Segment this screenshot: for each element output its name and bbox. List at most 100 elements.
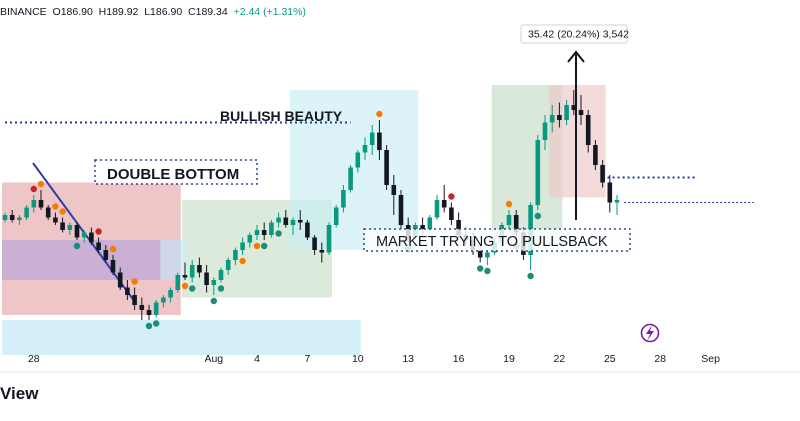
- candle-body: [593, 145, 598, 165]
- signal-dot: [95, 228, 102, 235]
- candle-body: [333, 207, 339, 225]
- candle-body: [161, 297, 166, 303]
- candle-body: [24, 207, 29, 218]
- candle-body: [326, 225, 332, 253]
- measure-arrow: [567, 50, 585, 220]
- candle-body: [513, 215, 519, 233]
- signal-dot: [534, 212, 541, 220]
- candle-body: [377, 132, 382, 150]
- signal-dot: [73, 242, 81, 250]
- exchange-label: BINANCE: [0, 6, 47, 18]
- pullback-label: MARKET TRYING TO PULLSBACK: [376, 234, 608, 250]
- candle-body: [449, 207, 454, 220]
- candle-body: [305, 222, 310, 238]
- candle-body: [211, 280, 217, 285]
- candle-body: [182, 275, 188, 278]
- candle-body: [53, 217, 58, 223]
- candle-body: [132, 295, 137, 305]
- x-tick-label: 28: [28, 353, 40, 365]
- candle-body: [89, 232, 94, 243]
- x-tick-label: 10: [352, 353, 364, 365]
- signal-dots-layer: [30, 110, 541, 330]
- candle-body: [441, 200, 447, 208]
- candle-body: [74, 225, 80, 238]
- x-tick-label: 16: [453, 353, 465, 365]
- x-tick-label: Sep: [701, 353, 720, 365]
- open-value: O186.90: [52, 6, 93, 18]
- candle-body: [31, 200, 37, 208]
- candle-body: [254, 230, 260, 235]
- signal-dot: [275, 230, 282, 237]
- candle-body: [45, 207, 51, 218]
- signal-dot: [217, 285, 225, 292]
- levels-layer: [5, 121, 754, 203]
- x-tick-label: 22: [554, 353, 566, 365]
- brand-text: View: [0, 384, 39, 403]
- candle-body: [204, 272, 209, 285]
- candle-body: [585, 115, 591, 145]
- candle-body: [269, 222, 274, 235]
- candle-body: [341, 190, 346, 208]
- candle-body: [261, 230, 267, 235]
- signal-dot: [181, 282, 189, 290]
- signal-dot: [37, 180, 45, 188]
- signal-dot: [505, 200, 513, 208]
- candle-body: [420, 225, 425, 230]
- bullish-beauty-label: BULLISH BEAUTY: [220, 108, 343, 124]
- lightning-icon[interactable]: [640, 323, 660, 343]
- candle-body: [38, 200, 44, 208]
- signal-dot: [448, 193, 455, 200]
- candle-body: [2, 215, 8, 220]
- x-tick-label: 13: [402, 353, 414, 365]
- candle-body: [168, 290, 173, 298]
- candle-body: [283, 217, 289, 225]
- zones-layer: [2, 85, 606, 355]
- candle-body: [578, 110, 584, 115]
- zone-cyan-base: [2, 320, 361, 355]
- candle-body: [506, 215, 512, 225]
- signal-dot: [261, 242, 268, 250]
- candle-body: [110, 260, 116, 273]
- candle-body: [355, 152, 361, 168]
- candle-body: [96, 242, 101, 250]
- measure-text: 35.42 (20.24%) 3,542: [528, 29, 629, 41]
- candle-body: [233, 250, 238, 260]
- candle-body: [571, 105, 577, 110]
- signal-dot: [527, 272, 534, 280]
- candle-body: [247, 235, 253, 243]
- signal-dot: [477, 265, 484, 272]
- candle-body: [125, 287, 130, 295]
- candle-body: [290, 220, 296, 225]
- candle-body: [139, 305, 145, 310]
- candle-body: [456, 220, 461, 235]
- signal-dot: [131, 278, 138, 285]
- candle-body: [564, 105, 569, 120]
- x-tick-label: 19: [503, 353, 515, 365]
- candle-body: [348, 167, 353, 190]
- close-value: C189.34: [188, 6, 228, 18]
- high-value: H189.92: [98, 6, 139, 18]
- x-tick-label: Aug: [204, 353, 223, 365]
- candle-body: [60, 222, 65, 230]
- signal-dot: [210, 297, 217, 305]
- ohlc-header: BINANCE O186.90 H189.92 L186.90 C189.34 …: [0, 6, 306, 18]
- signal-dot: [30, 185, 37, 193]
- candle-body: [319, 250, 325, 253]
- candle-body: [549, 115, 555, 123]
- candle-body: [9, 215, 15, 220]
- zone-cyan-small: [160, 240, 188, 280]
- candle-body: [391, 185, 397, 195]
- candle-body: [607, 182, 613, 203]
- x-tick-label: 28: [654, 353, 666, 365]
- candle-body: [535, 140, 541, 205]
- change-value: +2.44 (+1.31%): [233, 6, 306, 18]
- low-value: L186.90: [144, 6, 183, 18]
- candle-body: [240, 242, 245, 250]
- x-tick-label: 7: [304, 353, 310, 365]
- x-axis: 28 Aug 4 7 10 13 16 19 22 25 28 Sep: [28, 353, 720, 365]
- candle-body: [117, 272, 123, 288]
- signal-dot: [376, 110, 383, 118]
- signal-dot: [109, 245, 117, 253]
- candle-body: [146, 310, 152, 315]
